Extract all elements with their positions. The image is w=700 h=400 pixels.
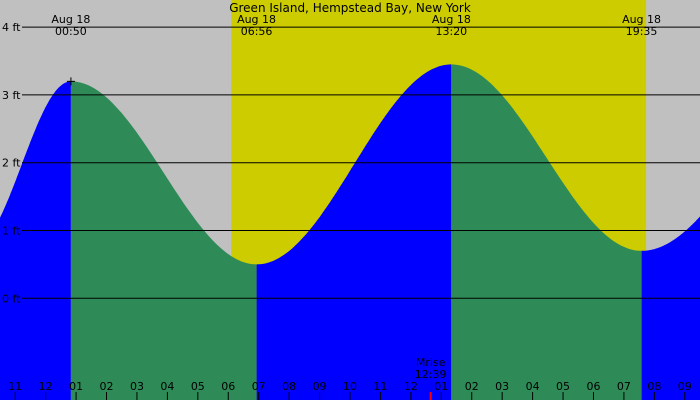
x-tick-label: 01: [434, 380, 448, 393]
extreme-time-label: 19:35: [626, 25, 658, 38]
x-tick-label: 08: [647, 380, 661, 393]
extreme-date-label: Aug 18: [51, 13, 90, 26]
x-tick-label: 05: [556, 380, 570, 393]
rising-tide-segment: [641, 216, 700, 400]
chart-title: Green Island, Hempstead Bay, New York: [229, 1, 471, 15]
extreme-date-label: Aug 18: [622, 13, 661, 26]
x-tick-label: 12: [39, 380, 53, 393]
x-tick-label: 02: [100, 380, 114, 393]
x-tick-label: 11: [373, 380, 387, 393]
x-tick-label: 10: [343, 380, 357, 393]
x-tick-label: 06: [586, 380, 600, 393]
moonrise-time: 12:39: [415, 368, 447, 381]
x-tick-label: 07: [617, 380, 631, 393]
y-tick-label: 4 ft: [2, 21, 21, 34]
x-tick-label: 05: [191, 380, 205, 393]
x-tick-label: 07: [252, 380, 266, 393]
x-tick-label: 01: [69, 380, 83, 393]
height-gridlines: [22, 26, 700, 299]
rising-tide-segment: [256, 64, 452, 400]
y-tick-label: 3 ft: [2, 89, 21, 102]
tide-curve: [0, 64, 700, 400]
x-tick-label: 03: [495, 380, 509, 393]
y-tick-label: 0 ft: [2, 292, 21, 305]
x-tick-label: 09: [313, 380, 327, 393]
extreme-date-label: Aug 18: [237, 13, 276, 26]
falling-tide-segment: [70, 81, 257, 400]
moonrise-label: Mrise: [416, 356, 446, 369]
x-tick-label: 12: [404, 380, 418, 393]
extreme-date-label: Aug 18: [432, 13, 471, 26]
x-tick-label: 11: [8, 380, 22, 393]
x-tick-label: 04: [526, 380, 540, 393]
extreme-time-label: 13:20: [435, 25, 467, 38]
x-tick-label: 02: [465, 380, 479, 393]
extreme-time-label: 00:50: [55, 25, 87, 38]
x-tick-label: 04: [160, 380, 174, 393]
y-tick-label: 2 ft: [2, 157, 21, 170]
x-tick-label: 06: [221, 380, 235, 393]
x-tick-label: 03: [130, 380, 144, 393]
chart-labels: 0 ft 1 ft 2 ft 3 ft 4 ft 11 12 01 02 03 04 05 06 07 08…: [2, 13, 692, 400]
extreme-time-label: 06:56: [241, 25, 273, 38]
falling-tide-segment: [451, 64, 642, 400]
y-tick-label: 1 ft: [2, 225, 21, 238]
x-tick-label: 09: [678, 380, 692, 393]
x-tick-label: 08: [282, 380, 296, 393]
rising-tide-segment: [0, 81, 71, 400]
